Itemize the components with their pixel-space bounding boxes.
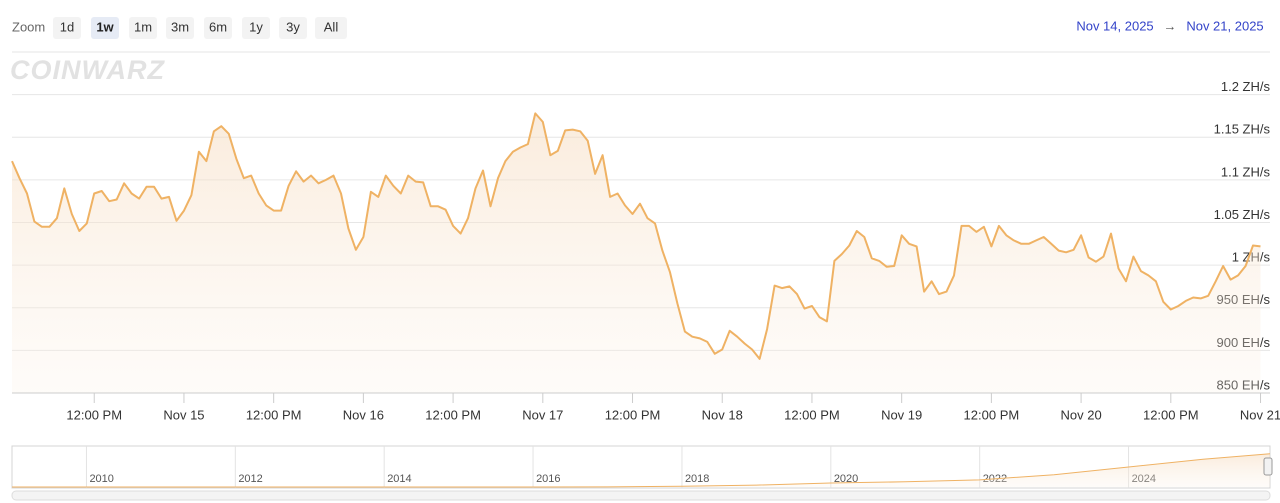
zoom-button[interactable] (166, 17, 194, 39)
x-tick-label: 12:00 PM (425, 407, 481, 422)
navigator: 20102012201420162018202020222024 (12, 446, 1271, 488)
zoom-button[interactable] (53, 17, 81, 39)
x-tick-label: 12:00 PM (605, 407, 661, 422)
y-tick-label: 1.05 ZH/s (1214, 207, 1271, 222)
navigator-tick-label: 2020 (834, 473, 858, 485)
watermark: COINWARZ (10, 55, 165, 85)
line (11, 112, 1261, 360)
area (12, 453, 1270, 487)
zoom-button-label[interactable]: 3m (171, 19, 189, 34)
x-tick-label: 12:00 PM (66, 407, 122, 422)
x-tick-label: 12:00 PM (246, 407, 302, 422)
zoom-button-label[interactable]: 1d (60, 19, 74, 34)
range-arrow: → (1164, 18, 1177, 33)
y-tick-label: 1.1 ZH/s (1221, 164, 1271, 179)
x-tick-label: Nov 15 (163, 407, 204, 422)
x-tick-label: Nov 18 (702, 407, 743, 422)
range-from[interactable]: Nov 14, 2025 (1076, 18, 1153, 33)
x-tick-label: Nov 21 (1240, 407, 1280, 422)
zoom-button[interactable] (315, 17, 347, 39)
zoom-button-label[interactable]: 1w (96, 19, 114, 34)
zoom-button-label[interactable]: 1y (249, 19, 263, 34)
x-tick-label: 12:00 PM (1143, 407, 1199, 422)
zoom-button[interactable] (91, 17, 119, 39)
x-tick-label: 12:00 PM (784, 407, 840, 422)
navigator-tick-label: 2014 (387, 473, 411, 485)
x-tick-label: Nov 17 (522, 407, 563, 422)
zoom-button-label[interactable]: 6m (209, 19, 227, 34)
zoom-button-label[interactable]: All (324, 19, 339, 34)
y-tick-label: 1.2 ZH/s (1221, 79, 1271, 94)
x-tick-label: Nov 20 (1060, 407, 1101, 422)
x-tick-label: 12:00 PM (964, 407, 1020, 422)
zoom-button[interactable] (279, 17, 307, 39)
zoom-button[interactable] (129, 17, 157, 39)
navigator-tick-label: 2010 (89, 473, 113, 485)
range-to[interactable]: Nov 21, 2025 (1186, 18, 1263, 33)
x-tick-label: Nov 16 (343, 407, 384, 422)
zoom-buttons: 1d 1w 1m 3m 6m 1y 3y All (53, 17, 347, 39)
zoom-button[interactable] (204, 17, 232, 39)
zoom-button-label[interactable]: 3y (286, 19, 300, 34)
x-tick-label: Nov 19 (881, 407, 922, 422)
zoom-button[interactable] (242, 17, 270, 39)
navigator-handle[interactable] (1263, 457, 1273, 476)
navigator-tick-label: 2012 (238, 473, 262, 485)
scrollbar[interactable] (11, 490, 1271, 501)
y-tick-label: 1.15 ZH/s (1214, 122, 1271, 137)
area (12, 113, 1261, 394)
zoom-label: Zoom (12, 19, 45, 34)
zoom-button-label[interactable]: 1m (134, 19, 152, 34)
line (12, 453, 1271, 488)
main-plot: 850 EH/s900 EH/s950 EH/s1 ZH/s1.05 ZH/s1… (11, 79, 1280, 422)
navigator-tick-label: 2018 (685, 473, 709, 485)
navigator-tick-label: 2016 (536, 473, 560, 485)
